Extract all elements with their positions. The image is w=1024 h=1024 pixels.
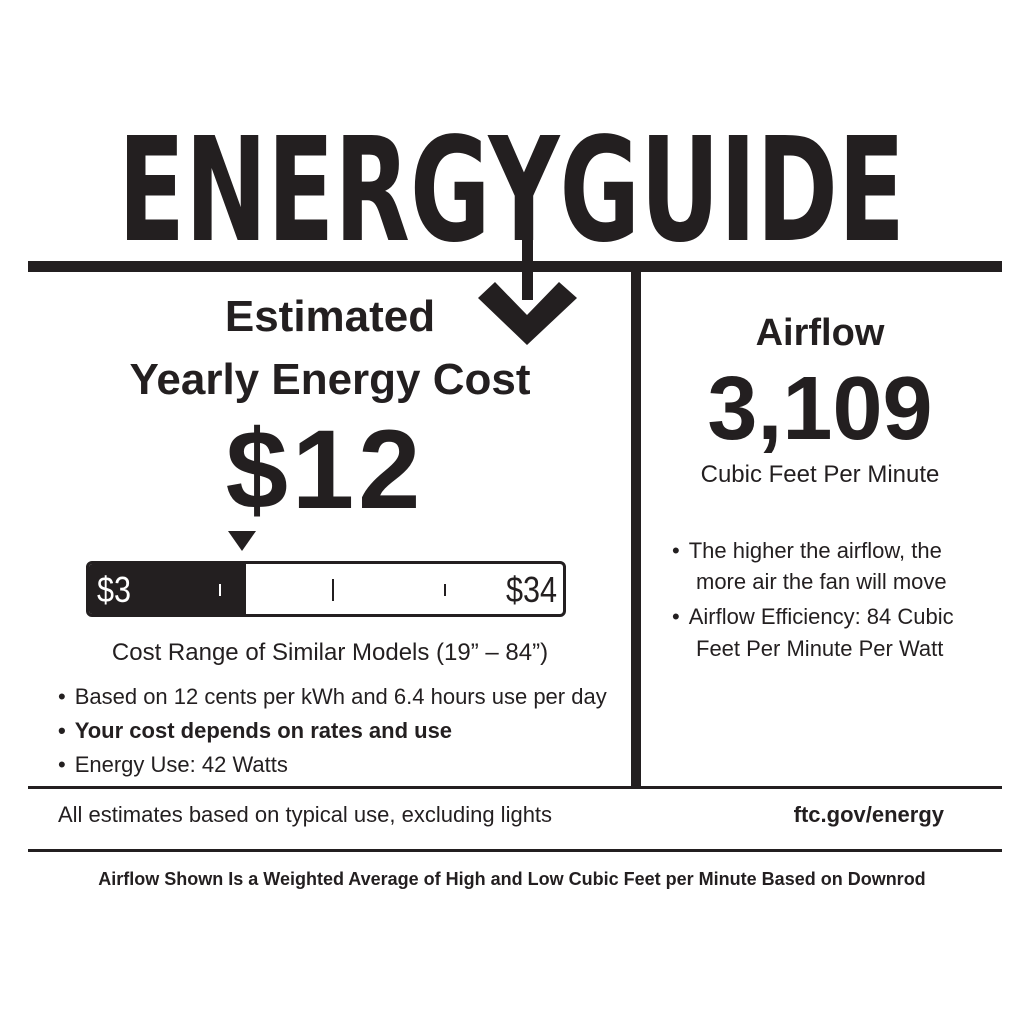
arrow-stem: [522, 200, 533, 300]
airflow-heading: Airflow: [755, 312, 885, 354]
logo-text: ENERGYGUIDE: [118, 106, 905, 274]
top-divider: [28, 261, 1002, 272]
airflow-bullet: Airflow Efficiency: 84 Cubic: [672, 604, 954, 630]
ftc-link[interactable]: ftc.gov/energy: [793, 802, 944, 827]
range-min-label: $3: [97, 569, 132, 610]
airflow-value: 3,109: [707, 359, 933, 459]
cost-heading-line2: Yearly Energy Cost: [129, 355, 531, 404]
tick: [219, 584, 221, 596]
cost-bullet: Based on 12 cents per kWh and 6.4 hours …: [58, 684, 607, 710]
cost-bullet: Energy Use: 42 Watts: [58, 752, 288, 778]
cost-range-caption: Cost Range of Similar Models (19” – 84”): [111, 639, 549, 666]
airflow-bullet: The higher the airflow, the: [672, 538, 942, 564]
airflow-bullet-cont: Feet Per Minute Per Watt: [696, 636, 944, 661]
footer-note: All estimates based on typical use, excl…: [58, 802, 553, 827]
vertical-divider: [631, 272, 641, 788]
airflow-unit: Cubic Feet Per Minute: [700, 461, 940, 488]
airflow-disclaimer: Airflow Shown Is a Weighted Average of H…: [98, 869, 926, 889]
arrow-down-icon: [478, 282, 577, 345]
cost-value: $12: [225, 407, 425, 532]
airflow-bullet-cont: more air the fan will move: [696, 569, 947, 594]
cost-range-bar: $3 $34: [86, 561, 566, 617]
cost-marker-icon: [228, 531, 256, 551]
tick: [332, 579, 334, 601]
cost-bullet: Your cost depends on rates and use: [58, 718, 452, 744]
tick: [444, 584, 446, 596]
energyguide-logo: ENERGYGUIDE: [118, 106, 905, 345]
footer-divider: [28, 786, 1002, 789]
bottom-divider: [28, 849, 1002, 852]
cost-heading-line1: Estimated: [224, 292, 436, 341]
range-max-label: $34: [505, 569, 557, 610]
